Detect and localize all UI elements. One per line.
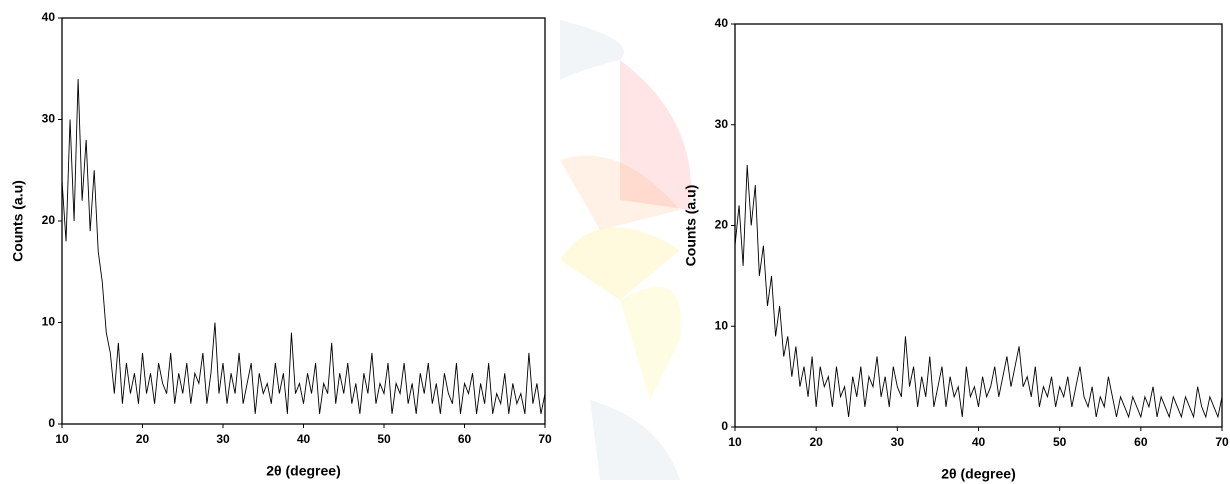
watermark-leaf (590, 400, 680, 480)
x-tick-label: 10 (728, 435, 742, 449)
y-tick-label: 10 (42, 315, 56, 329)
watermark-petal (560, 155, 680, 230)
x-tick-label: 60 (1134, 435, 1148, 449)
y-tick-label: 30 (42, 112, 56, 126)
y-tick-label: 0 (721, 419, 728, 433)
plot-frame (61, 17, 546, 425)
y-tick-label: 40 (715, 16, 729, 30)
x-tick-label: 10 (55, 432, 69, 446)
y-tick-label: 40 (42, 10, 56, 24)
watermark-petal (620, 60, 692, 210)
x-tick-label: 70 (538, 432, 552, 446)
x-axis-label: 2θ (degree) (941, 466, 1015, 482)
data-line (61, 78, 546, 414)
x-tick-label: 20 (809, 435, 823, 449)
y-tick-label: 30 (715, 117, 729, 131)
x-tick-label: 20 (136, 432, 150, 446)
x-axis-label: 2θ (degree) (266, 463, 340, 479)
x-tick-label: 60 (458, 432, 472, 446)
x-tick-label: 30 (216, 432, 230, 446)
x-tick-label: 40 (297, 432, 311, 446)
y-tick-label: 0 (48, 416, 55, 430)
plot-frame (734, 23, 1223, 428)
data-line (734, 165, 1223, 419)
y-axis-label: Counts (a.u) (10, 180, 26, 262)
x-tick-label: 50 (1053, 435, 1067, 449)
watermark-leaf (560, 20, 624, 80)
watermark-petal (560, 227, 680, 300)
x-tick-label: 40 (972, 435, 986, 449)
x-tick-label: 30 (891, 435, 905, 449)
watermark (560, 20, 692, 480)
y-axis-label: Counts (a.u) (683, 185, 699, 267)
x-tick-label: 50 (377, 432, 391, 446)
y-tick-label: 10 (715, 318, 729, 332)
y-tick-label: 20 (715, 218, 729, 232)
x-tick-label: 70 (1215, 435, 1229, 449)
y-tick-label: 20 (42, 213, 56, 227)
watermark-petal (620, 286, 682, 400)
